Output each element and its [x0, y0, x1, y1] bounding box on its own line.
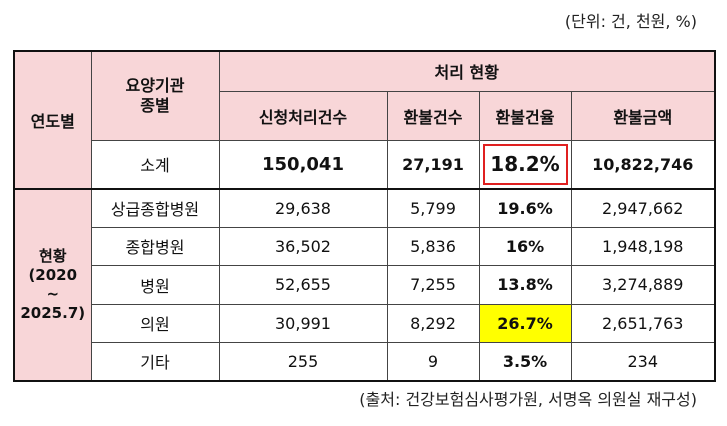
header-col-refunds: 환불건수	[386, 90, 480, 141]
period-line2: (2020	[28, 265, 78, 284]
source-note: (출처: 건강보험심사평가원, 서명옥 의원실 재구성)	[359, 390, 697, 409]
row-refunds: 5,799	[386, 187, 480, 228]
row-refunds: 8,292	[386, 303, 480, 343]
table-row: 병원 52,655 7,255 13.8% 3,274,889	[14, 265, 716, 305]
row-rate-highlighted: 26.7%	[478, 303, 572, 343]
row-amount: 1,948,198	[570, 226, 716, 267]
row-kind: 종합병원	[90, 226, 220, 267]
subtotal-amount: 10,822,746	[570, 139, 716, 190]
row-rate: 13.8%	[478, 265, 572, 305]
period-line3: ~	[46, 284, 60, 303]
row-kind: 기타	[90, 341, 220, 382]
period-label: 현황 (2020 ~ 2025.7)	[13, 187, 92, 382]
row-refunds: 5,836	[386, 226, 480, 267]
subtotal-refunds: 27,191	[386, 139, 480, 190]
row-requests: 36,502	[218, 226, 388, 267]
header-kind: 요양기관 종별	[90, 50, 220, 141]
table-row: 기타 255 9 3.5% 234	[14, 341, 716, 382]
header-kind-text: 요양기관 종별	[125, 75, 185, 115]
row-refunds: 7,255	[386, 265, 480, 305]
row-requests: 30,991	[218, 303, 388, 343]
table-row: 종합병원 36,502 5,836 16% 1,948,198	[14, 226, 716, 267]
header-col-amount: 환불금액	[570, 90, 716, 141]
refund-status-table: 연도별 요양기관 종별 처리 현황 신청처리건수 환불건수 환불건율 환불금액 …	[13, 50, 717, 382]
header-col-rate: 환불건율	[478, 90, 572, 141]
row-requests: 29,638	[218, 187, 388, 228]
row-requests: 52,655	[218, 265, 388, 305]
row-kind: 상급종합병원	[90, 187, 220, 228]
subtotal-rate-cell: 18.2%	[478, 139, 572, 190]
subtotal-rate: 18.2%	[482, 143, 568, 185]
subtotal-requests: 150,041	[218, 139, 388, 190]
period-line1: 현황	[38, 246, 67, 265]
row-amount: 2,947,662	[570, 187, 716, 228]
row-refunds: 9	[386, 341, 480, 382]
header-year: 연도별	[13, 50, 92, 190]
unit-note: (단위: 건, 천원, %)	[564, 12, 697, 31]
row-rate: 19.6%	[478, 187, 572, 228]
table-row: 현황 (2020 ~ 2025.7) 상급종합병원 29,638 5,799 1…	[13, 187, 716, 382]
subtotal-row: 소계 150,041 27,191 18.2% 10,822,746	[14, 139, 716, 190]
row-requests: 255	[218, 341, 388, 382]
row-kind: 병원	[90, 265, 220, 305]
table-row: 의원 30,991 8,292 26.7% 2,651,763	[14, 303, 716, 343]
subtotal-label: 소계	[90, 139, 220, 190]
period-line4: 2025.7)	[20, 303, 86, 322]
row-rate: 3.5%	[478, 341, 572, 382]
header-col-requests: 신청처리건수	[218, 90, 388, 141]
row-amount: 234	[570, 341, 716, 382]
row-amount: 2,651,763	[570, 303, 716, 343]
row-amount: 3,274,889	[570, 265, 716, 305]
row-rate: 16%	[478, 226, 572, 267]
row-kind: 의원	[90, 303, 220, 343]
header-group: 처리 현황	[218, 50, 716, 92]
